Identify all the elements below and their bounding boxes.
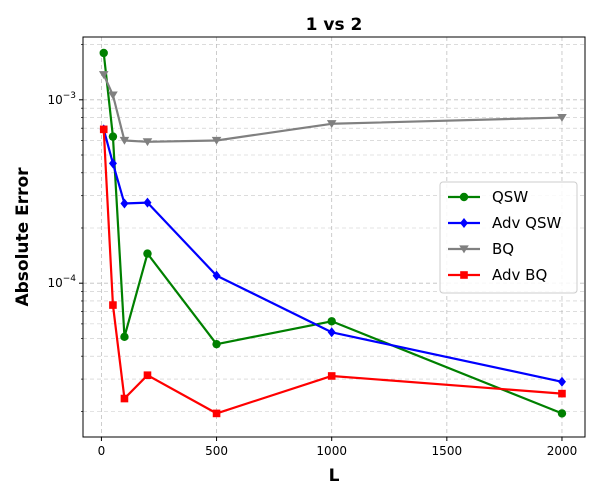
data-point-bq bbox=[557, 113, 567, 122]
data-point-qsw bbox=[99, 48, 108, 58]
legend-label: BQ bbox=[492, 240, 514, 258]
data-point-qsw bbox=[557, 409, 567, 418]
series-bq bbox=[98, 71, 567, 147]
legend-label: QSW bbox=[492, 188, 528, 206]
plot-frame bbox=[82, 36, 586, 438]
legend: QSW Adv QSW BQ Adv BQ bbox=[439, 181, 578, 294]
legend-label: Adv QSW bbox=[492, 214, 561, 232]
x-tick-label: 1500 bbox=[432, 444, 463, 458]
legend-item-qsw: QSW bbox=[448, 188, 528, 206]
x-axis-label: L bbox=[329, 466, 340, 486]
data-point-adv-bq bbox=[99, 125, 108, 134]
data-point-adv-qsw bbox=[212, 270, 221, 281]
x-tick-label: 1000 bbox=[316, 444, 347, 458]
data-point-bq bbox=[108, 91, 118, 100]
legend-item-bq: BQ bbox=[448, 240, 514, 258]
y-tick-label: 10−3 bbox=[47, 91, 76, 107]
x-tick-label: 0 bbox=[98, 444, 106, 458]
data-point-qsw bbox=[120, 332, 129, 342]
legend-label: Adv BQ bbox=[492, 266, 547, 284]
legend-item-adv-bq: Adv BQ bbox=[448, 266, 547, 284]
data-point-adv-qsw bbox=[327, 327, 336, 338]
data-point-bq bbox=[142, 138, 153, 147]
data-point-adv-qsw bbox=[108, 158, 117, 169]
x-tick-label: 2000 bbox=[547, 444, 578, 458]
axes: 0 500 1000 1500 2000 10−4 10−3 bbox=[47, 44, 578, 458]
legend-marker bbox=[460, 271, 468, 279]
data-point-adv-bq bbox=[558, 389, 566, 398]
y-tick-label: 10−4 bbox=[47, 274, 76, 290]
data-point-adv-bq bbox=[109, 301, 117, 309]
data-point-adv-bq bbox=[212, 409, 221, 418]
x-tick-label: 500 bbox=[205, 444, 228, 458]
data-point-bq bbox=[326, 120, 337, 129]
data-point-adv-qsw bbox=[557, 376, 566, 387]
data-point-qsw bbox=[143, 249, 152, 258]
legend-marker bbox=[459, 192, 469, 202]
series-group bbox=[98, 48, 567, 418]
legend-marker bbox=[459, 245, 469, 254]
data-point-adv-bq bbox=[327, 372, 336, 380]
data-point-adv-qsw bbox=[120, 198, 129, 209]
legend-marker bbox=[460, 218, 468, 228]
series-adv-qsw bbox=[99, 124, 566, 387]
data-point-bq bbox=[119, 136, 130, 145]
data-point-adv-bq bbox=[120, 394, 129, 403]
chart-title: 1 vs 2 bbox=[306, 15, 363, 35]
data-point-qsw bbox=[108, 132, 118, 141]
legend-item-adv-qsw: Adv QSW bbox=[448, 214, 561, 232]
data-point-adv-qsw bbox=[143, 197, 152, 208]
series-qsw bbox=[99, 48, 567, 418]
y-axis-label: Absolute Error bbox=[13, 167, 33, 307]
data-point-qsw bbox=[327, 317, 336, 326]
data-point-bq bbox=[211, 136, 222, 145]
data-point-adv-bq bbox=[143, 371, 152, 380]
series-adv-bq bbox=[99, 125, 566, 418]
data-point-qsw bbox=[212, 339, 221, 349]
legend-box bbox=[439, 181, 578, 294]
data-point-bq bbox=[98, 71, 109, 80]
